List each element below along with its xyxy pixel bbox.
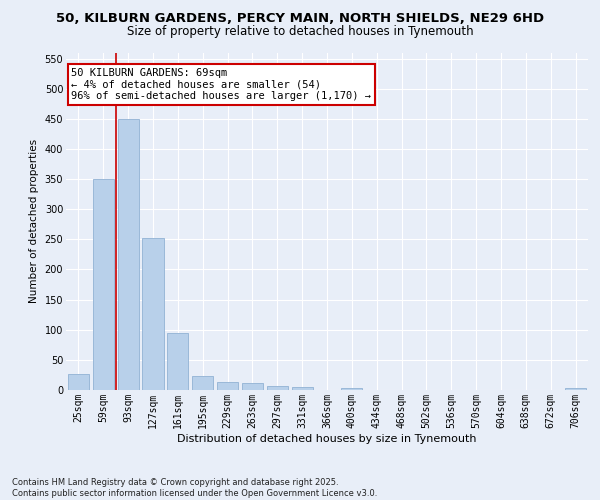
Bar [142, 238, 164, 390]
Bar [217, 382, 238, 390]
Bar [118, 119, 139, 390]
Bar [267, 386, 288, 390]
Bar [292, 387, 313, 390]
Bar [68, 374, 89, 390]
Bar [565, 388, 586, 390]
Bar [93, 179, 114, 390]
Text: 50, KILBURN GARDENS, PERCY MAIN, NORTH SHIELDS, NE29 6HD: 50, KILBURN GARDENS, PERCY MAIN, NORTH S… [56, 12, 544, 26]
Bar [242, 384, 263, 390]
Bar [341, 388, 362, 390]
Bar [192, 376, 213, 390]
Y-axis label: Number of detached properties: Number of detached properties [29, 139, 39, 304]
Text: 50 KILBURN GARDENS: 69sqm
← 4% of detached houses are smaller (54)
96% of semi-d: 50 KILBURN GARDENS: 69sqm ← 4% of detach… [71, 68, 371, 101]
Text: Contains HM Land Registry data © Crown copyright and database right 2025.
Contai: Contains HM Land Registry data © Crown c… [12, 478, 377, 498]
Text: Size of property relative to detached houses in Tynemouth: Size of property relative to detached ho… [127, 25, 473, 38]
Bar [167, 332, 188, 390]
X-axis label: Distribution of detached houses by size in Tynemouth: Distribution of detached houses by size … [177, 434, 477, 444]
